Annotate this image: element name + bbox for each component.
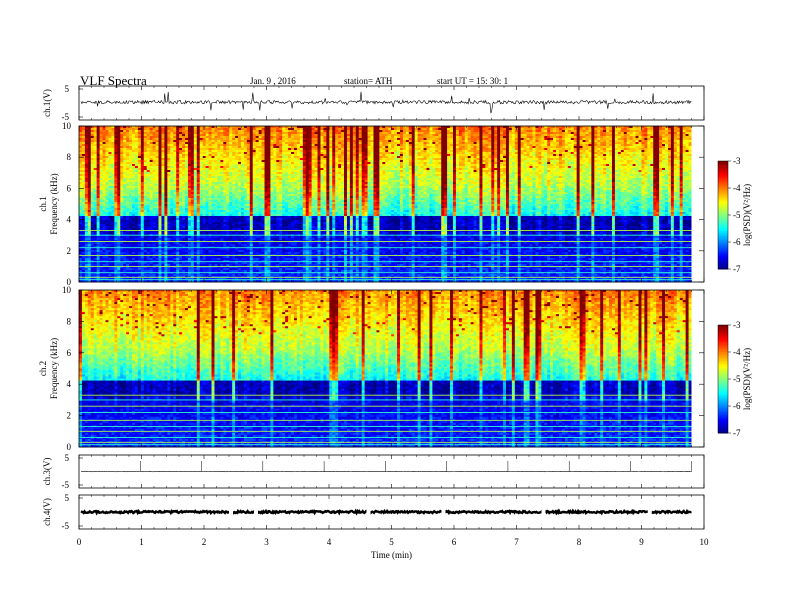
ch1-waveform-ytick-label: 5 [65,84,70,94]
ch1-waveform-trace [81,92,692,113]
ch1-waveform-ylabel: ch.1(V) [42,89,52,117]
header-station: station= ATH [344,76,393,86]
ch1-waveform: 5-5ch.1(V) [42,84,692,122]
header-date: Jan. 9 , 2016 [250,76,296,86]
header-start-time: start UT = 15: 30: 1 [437,76,508,86]
